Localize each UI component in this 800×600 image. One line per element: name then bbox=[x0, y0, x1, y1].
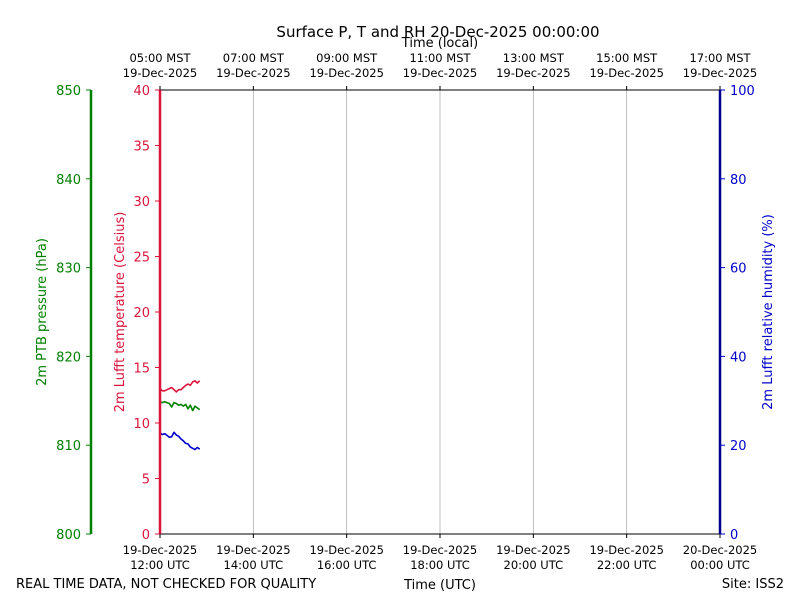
humidity-axis-label: 2m Lufft relative humidity (%) bbox=[761, 214, 776, 410]
x-tick-label-time: 16:00 UTC bbox=[317, 558, 377, 572]
data-series bbox=[159, 379, 201, 451]
x-top-tick-label-time: 11:00 MST bbox=[409, 51, 471, 65]
x-top-tick-label-date: 19-Dec-2025 bbox=[589, 66, 663, 80]
vertical-gridlines bbox=[252, 90, 628, 534]
x-tick-label-time: 18:00 UTC bbox=[410, 558, 470, 572]
humidity-tick-label: 80 bbox=[730, 173, 747, 188]
x-tick-label-time: 20:00 UTC bbox=[504, 558, 564, 572]
humidity-tick-label: 100 bbox=[730, 84, 755, 99]
pressure-tick-label: 800 bbox=[56, 528, 81, 543]
site-label: Site: ISS2 bbox=[722, 577, 784, 592]
humidity-axis-ticks: 0 20 40 60 80 100 bbox=[720, 84, 755, 543]
x-tick-label-date: 19-Dec-2025 bbox=[496, 543, 570, 557]
x-top-tick-label-time: 05:00 MST bbox=[129, 51, 191, 65]
x-top-tick-label-time: 17:00 MST bbox=[689, 51, 751, 65]
pressure-tick-label: 830 bbox=[56, 262, 81, 277]
x-top-tick-label-time: 15:00 MST bbox=[596, 51, 658, 65]
pressure-tick-label: 840 bbox=[56, 173, 81, 188]
temperature-tick-label: 5 bbox=[142, 473, 150, 488]
temperature-axis-label: 2m Lufft temperature (Celsius) bbox=[113, 212, 128, 413]
pressure-series-line bbox=[159, 400, 201, 412]
pressure-axis-label: 2m PTB pressure (hPa) bbox=[35, 238, 50, 386]
x-tick-label-date: 20-Dec-2025 bbox=[683, 543, 757, 557]
x-tick-label-time: 14:00 UTC bbox=[224, 558, 284, 572]
humidity-tick-label: 0 bbox=[730, 528, 738, 543]
x-top-tick-label-date: 19-Dec-2025 bbox=[216, 66, 290, 80]
x-top-tick-label-date: 19-Dec-2025 bbox=[309, 66, 383, 80]
x-top-tick-label-date: 19-Dec-2025 bbox=[123, 66, 197, 80]
x-top-tick-label-time: 09:00 MST bbox=[316, 51, 378, 65]
humidity-tick-label: 20 bbox=[730, 439, 747, 454]
temperature-tick-label: 20 bbox=[133, 306, 150, 321]
temperature-tick-label: 15 bbox=[133, 362, 150, 377]
x-tick-label-date: 19-Dec-2025 bbox=[589, 543, 663, 557]
temperature-axis-ticks: 0 5 10 15 20 25 30 35 40 bbox=[133, 84, 160, 543]
temperature-series-line bbox=[159, 379, 201, 393]
quality-disclaimer: REAL TIME DATA, NOT CHECKED FOR QUALITY bbox=[16, 577, 316, 592]
x-axis-top-label: Time (local) bbox=[401, 36, 478, 51]
x-axis-bottom-label: Time (UTC) bbox=[403, 578, 476, 593]
pressure-tick-label: 850 bbox=[56, 84, 81, 99]
x-tick-label-time: 12:00 UTC bbox=[130, 558, 190, 572]
pressure-tick-label: 820 bbox=[56, 350, 81, 365]
x-top-tick-label-time: 13:00 MST bbox=[503, 51, 565, 65]
x-tick-label-date: 19-Dec-2025 bbox=[216, 543, 290, 557]
temperature-tick-label: 30 bbox=[133, 195, 150, 210]
temperature-tick-label: 0 bbox=[142, 528, 150, 543]
x-tick-label-date: 19-Dec-2025 bbox=[403, 543, 477, 557]
x-tick-label-date: 19-Dec-2025 bbox=[309, 543, 383, 557]
x-top-tick-label-date: 19-Dec-2025 bbox=[496, 66, 570, 80]
x-top-tick-label-date: 19-Dec-2025 bbox=[683, 66, 757, 80]
pressure-axis-ticks: 800 810 820 830 840 850 bbox=[56, 84, 91, 543]
humidity-series-line bbox=[159, 431, 201, 451]
humidity-tick-label: 40 bbox=[730, 350, 747, 365]
x-tick-label-time: 22:00 UTC bbox=[597, 558, 657, 572]
temperature-tick-label: 25 bbox=[133, 251, 150, 266]
temperature-tick-label: 40 bbox=[133, 84, 150, 99]
x-top-tick-label-date: 19-Dec-2025 bbox=[403, 66, 477, 80]
humidity-tick-label: 60 bbox=[730, 262, 747, 277]
temperature-tick-label: 10 bbox=[133, 417, 150, 432]
chart-title: Surface P, T and RH 20-Dec-2025 00:00:00 bbox=[276, 23, 599, 41]
x-tick-label-date: 19-Dec-2025 bbox=[123, 543, 197, 557]
x-top-tick-label-time: 07:00 MST bbox=[223, 51, 285, 65]
pressure-tick-label: 810 bbox=[56, 439, 81, 454]
x-tick-label-time: 00:00 UTC bbox=[690, 558, 750, 572]
temperature-tick-label: 35 bbox=[133, 140, 150, 155]
